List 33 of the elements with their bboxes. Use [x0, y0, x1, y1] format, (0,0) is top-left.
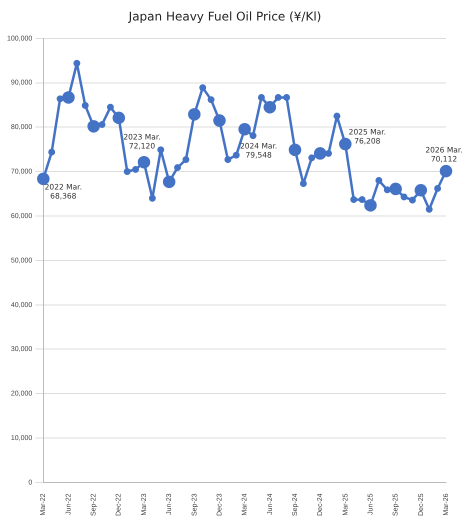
point — [300, 180, 307, 188]
point — [250, 132, 256, 140]
point — [400, 193, 408, 200]
point — [408, 196, 416, 204]
point — [182, 156, 190, 164]
point — [258, 94, 265, 101]
point — [224, 156, 232, 164]
point — [157, 146, 164, 154]
point — [308, 154, 316, 162]
chart-title: Japan Heavy Fuel Oil Price (¥/Kl) — [128, 9, 322, 24]
point — [283, 94, 290, 101]
point — [199, 84, 206, 92]
point — [82, 102, 89, 109]
point — [73, 60, 80, 67]
point — [375, 177, 382, 184]
point — [106, 104, 114, 111]
point — [350, 196, 358, 204]
point — [124, 168, 131, 176]
point — [333, 112, 340, 120]
point — [174, 164, 181, 172]
point — [98, 121, 106, 128]
point — [358, 196, 366, 204]
point — [232, 152, 240, 159]
point — [56, 95, 64, 102]
point — [132, 166, 140, 173]
point — [426, 206, 433, 213]
point — [384, 186, 391, 194]
point — [325, 150, 332, 157]
point — [48, 148, 56, 156]
point — [434, 185, 442, 192]
point — [148, 194, 156, 202]
point — [274, 94, 282, 101]
point — [208, 96, 215, 104]
